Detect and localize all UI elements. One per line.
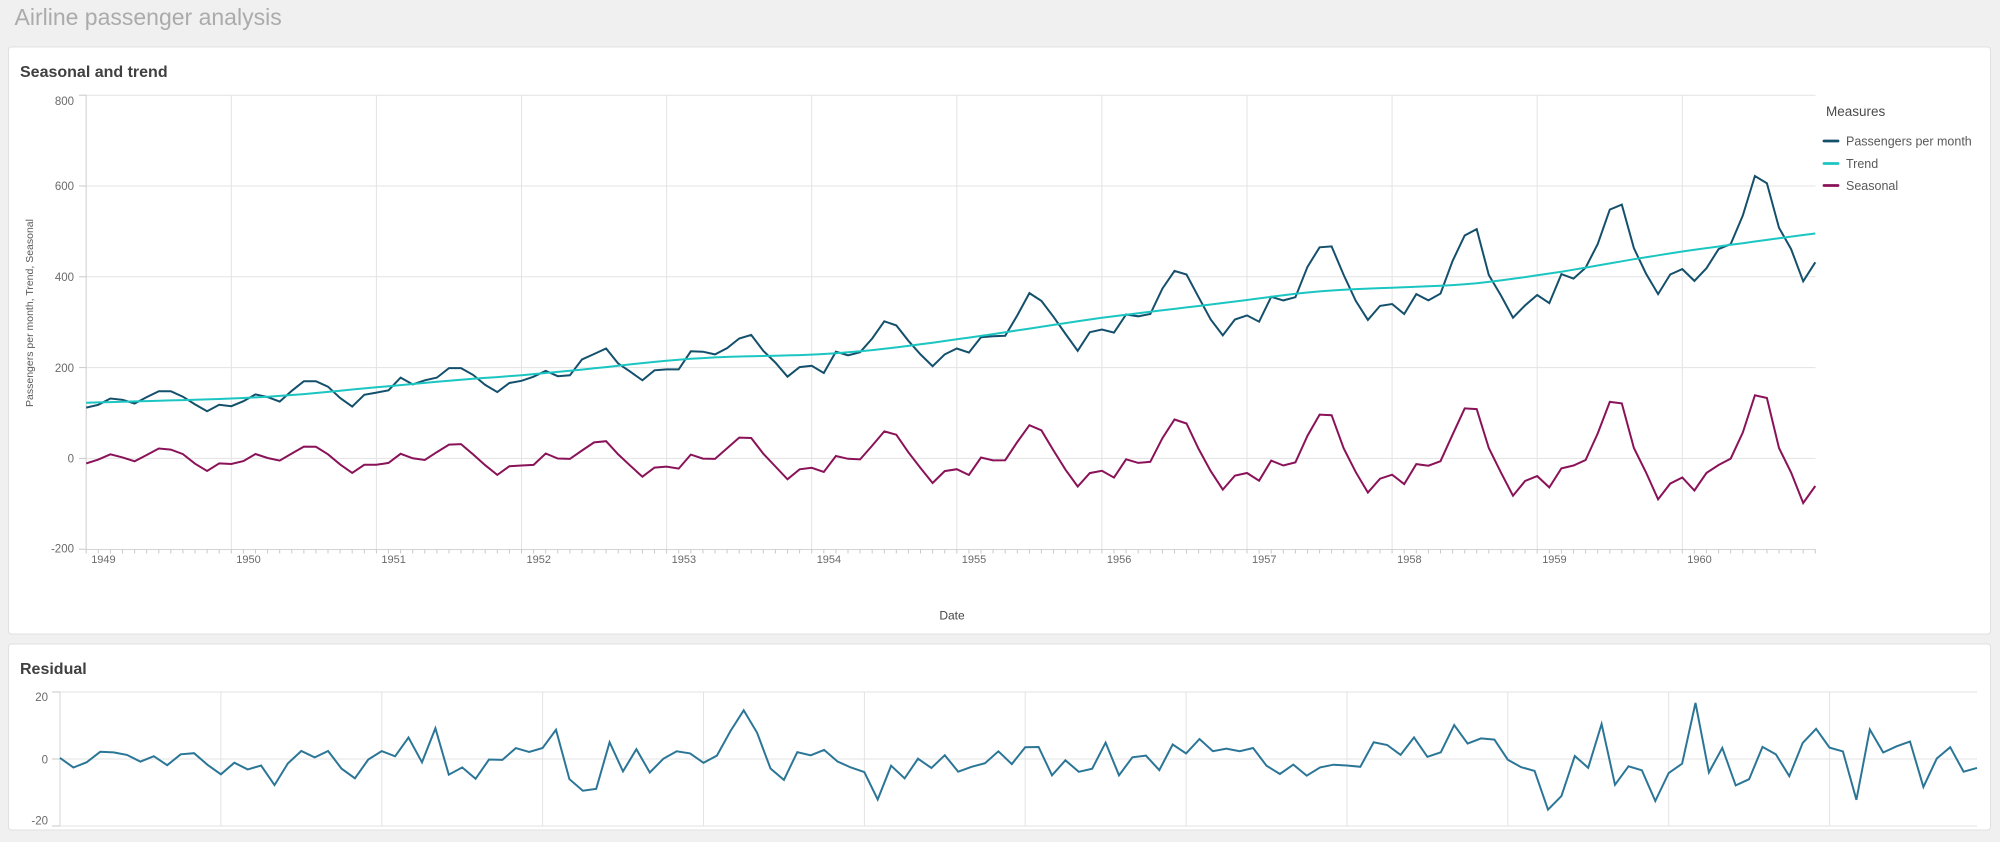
svg-text:Seasonal and trend: Seasonal and trend: [20, 64, 168, 81]
svg-text:1955: 1955: [962, 554, 986, 566]
svg-text:Passengers per month: Passengers per month: [1846, 134, 1972, 148]
svg-text:600: 600: [55, 181, 74, 193]
svg-text:Passengers per month, Trend, S: Passengers per month, Trend, Seasonal: [24, 219, 36, 407]
svg-text:0: 0: [42, 755, 48, 767]
svg-text:200: 200: [55, 363, 74, 375]
svg-text:1951: 1951: [381, 554, 405, 566]
svg-text:1954: 1954: [817, 554, 841, 566]
svg-text:1952: 1952: [527, 554, 551, 566]
svg-text:400: 400: [55, 272, 74, 284]
svg-text:-200: -200: [51, 544, 74, 556]
svg-text:Seasonal: Seasonal: [1846, 179, 1898, 193]
svg-text:Residual: Residual: [20, 661, 87, 678]
svg-text:1949: 1949: [91, 554, 115, 566]
svg-text:Airline passenger analysis: Airline passenger analysis: [15, 4, 282, 30]
svg-text:1953: 1953: [672, 554, 696, 566]
svg-text:0: 0: [68, 454, 74, 466]
svg-text:20: 20: [35, 692, 48, 704]
svg-text:800: 800: [55, 96, 74, 108]
svg-text:-20: -20: [31, 816, 48, 828]
svg-text:1950: 1950: [236, 554, 260, 566]
svg-text:1957: 1957: [1252, 554, 1276, 566]
svg-text:Trend: Trend: [1846, 157, 1878, 171]
svg-text:1959: 1959: [1542, 554, 1566, 566]
svg-text:1960: 1960: [1687, 554, 1711, 566]
svg-text:1958: 1958: [1397, 554, 1421, 566]
svg-text:1956: 1956: [1107, 554, 1131, 566]
svg-text:Measures: Measures: [1826, 104, 1886, 119]
svg-text:Date: Date: [939, 609, 965, 623]
